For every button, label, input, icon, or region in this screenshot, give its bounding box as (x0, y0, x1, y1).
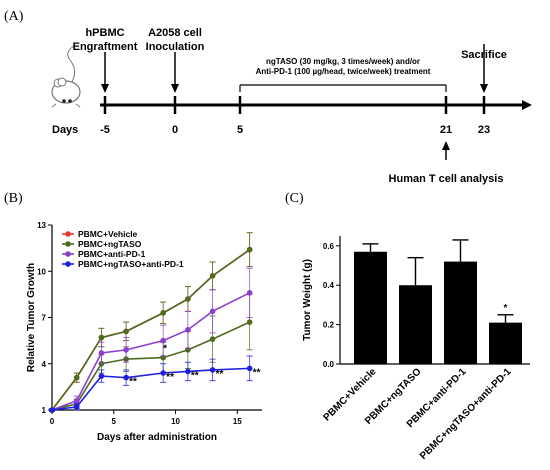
timeline-event-label: Human T cell analysis (389, 173, 504, 185)
line-chart: 1 4 7 10 13 0 5 10 15 Days after administration Re… (26, 221, 262, 443)
timeline-event-arrowhead (101, 84, 109, 93)
series-line (51, 367, 250, 411)
panel-label-a: (A) (4, 9, 24, 24)
series-4 (49, 355, 253, 413)
data-point (98, 373, 105, 379)
data-point (160, 310, 166, 316)
series-line (51, 292, 251, 411)
x-tick-label: 0 (50, 417, 55, 426)
data-point (73, 374, 80, 381)
data-point (123, 328, 129, 335)
x-tick-label: 10 (171, 417, 180, 426)
y-tick-label: 7 (42, 314, 47, 323)
timeline-event-label: Engraftment (73, 41, 138, 53)
series-1 (49, 232, 253, 413)
data-point (160, 337, 166, 344)
data-point (209, 367, 216, 373)
timeline-day-label: 5 (237, 124, 243, 136)
y-tick-label: 0.6 (323, 242, 335, 251)
y-tick-label: 13 (37, 221, 46, 230)
treatment-label: Anti-PD-1 (100 µg/head, twice/week) trea… (256, 67, 431, 76)
data-point (123, 374, 129, 381)
bar (354, 251, 387, 364)
data-point (98, 350, 105, 356)
data-point (209, 273, 216, 279)
legend-label: PBMC+Vehicle (78, 229, 138, 239)
legend-swatch (65, 261, 71, 267)
treatment-label: ngTASO (30 mg/kg, 3 times/week) and/or (266, 57, 420, 66)
series-line (51, 249, 251, 411)
legend-swatch (65, 251, 71, 257)
data-point (246, 319, 253, 325)
data-point (185, 327, 191, 333)
panel-label-c: (C) (285, 191, 304, 206)
timeline-event-arrowhead (480, 84, 488, 93)
legend-label: PBMC+ngTASO+anti-PD-1 (78, 259, 184, 269)
series-line (51, 321, 250, 411)
series-line (51, 249, 251, 411)
timeline-day-label: -5 (100, 124, 110, 136)
x-tick-label: 5 (112, 417, 117, 426)
y-tick-label: 0.4 (323, 281, 335, 290)
data-point (209, 336, 216, 342)
timeline-event-label: A2058 cell (148, 27, 202, 39)
legend-swatch (65, 231, 71, 237)
y-axis-title: Relative Tumor Growth (26, 263, 37, 372)
mouse-icon (51, 45, 81, 108)
significance-label: ** (253, 367, 261, 378)
data-point (246, 246, 253, 253)
x-tick-label: 15 (233, 417, 242, 426)
data-point (73, 397, 80, 404)
data-point (123, 347, 129, 353)
significance-label: ** (191, 370, 199, 381)
y-tick-label: 10 (37, 267, 46, 276)
significance-label: ** (216, 369, 224, 380)
timeline-event-label: Inoculation (146, 41, 205, 53)
data-point (209, 308, 216, 315)
significance-label: ** (129, 377, 137, 388)
timeline-day-label: 0 (172, 124, 178, 136)
bar (489, 322, 522, 364)
data-point (73, 404, 80, 410)
data-point (160, 370, 166, 376)
legend-label: PBMC+ngTASO (78, 239, 142, 249)
data-point (185, 368, 191, 375)
timeline-day-label: 23 (478, 124, 490, 136)
legend-label: PBMC+anti-PD-1 (78, 249, 146, 259)
panel-label-b: (B) (4, 191, 23, 206)
x-axis-title: Days after administration (97, 432, 217, 443)
legend: PBMC+VehiclePBMC+ngTASOPBMC+anti-PD-1PBM… (62, 229, 184, 269)
y-tick-label: 0.0 (323, 360, 335, 369)
timeline-event-arrowhead (442, 141, 450, 150)
data-point (185, 296, 191, 302)
timeline-event-arrowhead (171, 84, 179, 93)
timeline-axis-label: Days (52, 124, 78, 136)
timeline-event-label: hPBMC (85, 27, 124, 39)
y-tick-label: 4 (42, 360, 47, 369)
data-point (246, 290, 253, 296)
data-point (49, 407, 55, 413)
timeline-arrowhead (522, 100, 532, 110)
timeline: Days -5 hPBMC Engraftment 0 A2058 cell Inocul… (51, 27, 532, 185)
significance-label: * (504, 303, 508, 314)
y-axis-title: Tumor Weight (g) (302, 259, 313, 341)
significance-label: ** (166, 372, 174, 383)
series-3 (49, 267, 253, 413)
timeline-day-label: 21 (440, 124, 452, 136)
bar (399, 285, 432, 364)
data-point (246, 365, 253, 372)
legend-swatch (65, 241, 71, 247)
data-point (98, 334, 105, 341)
y-tick-label: 1 (42, 406, 47, 415)
category-label: PBMC+ngTASO+anti-PD-1 (418, 366, 514, 462)
y-tick-label: 0.2 (323, 321, 335, 330)
bar (444, 261, 477, 364)
significance-label: * (163, 344, 167, 355)
